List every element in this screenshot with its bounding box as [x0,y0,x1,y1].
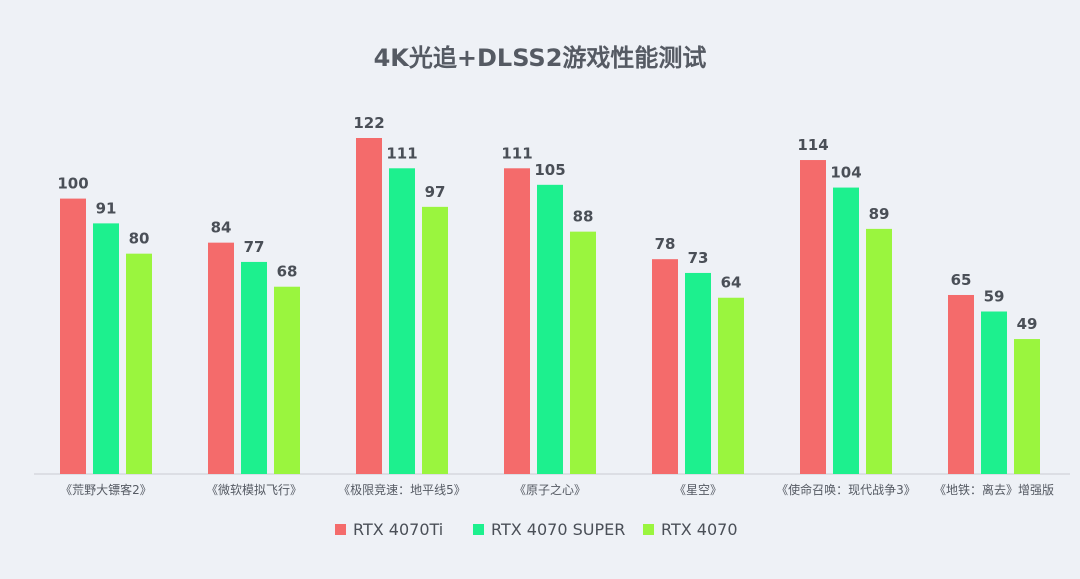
bar-4-series-1 [504,168,530,474]
bar-6-series-3 [866,228,892,474]
category-label: 《使命召唤：现代战争3》 [776,482,916,497]
category-label: 《地铁：离去》增强版 [934,482,1054,497]
bar-5-series-1 [652,259,678,474]
data-label: 59 [984,288,1005,306]
data-label: 91 [96,199,117,217]
bar-2-series-3 [274,286,300,474]
data-label: 49 [1017,315,1038,333]
legend-label: RTX 4070 [661,520,738,539]
data-label: 111 [386,144,417,162]
data-label: 104 [830,164,861,182]
category-label: 《原子之心》 [514,483,586,497]
data-label: 78 [655,235,676,253]
data-label: 105 [534,161,565,179]
legend-swatch [643,524,654,535]
data-label: 97 [425,183,446,201]
data-label: 80 [129,230,150,248]
category-label: 《荒野大镖客2》 [60,482,152,497]
bar-4-series-2 [537,184,563,474]
bar-7-series-1 [948,294,974,474]
data-label: 68 [277,263,298,281]
chart-title: 4K光追+DLSS2游戏性能测试 [374,44,707,72]
bar-3-series-1 [356,138,382,474]
legend-label: RTX 4070Ti [353,520,443,539]
bar-7-series-2 [981,311,1007,474]
data-label: 89 [869,205,890,223]
legend-label: RTX 4070 SUPER [491,520,625,539]
bar-5-series-3 [718,297,744,474]
category-label: 《极限竞速：地平线5》 [338,483,466,497]
bar-2-series-2 [241,261,267,474]
bar-5-series-2 [685,272,711,474]
bar-1-series-3 [126,253,152,474]
bar-3-series-3 [422,206,448,474]
data-label: 64 [721,274,742,292]
data-label: 114 [797,136,828,154]
bar-7-series-3 [1014,339,1040,474]
data-label: 77 [244,238,265,256]
bar-6-series-2 [833,187,859,474]
legend: RTX 4070Ti RTX 4070 SUPER RTX 4070 [335,520,738,539]
bar-1-series-2 [93,223,119,474]
data-label: 122 [353,114,384,132]
data-label: 84 [211,219,232,237]
bar-4-series-3 [570,231,596,474]
legend-swatch [473,524,484,535]
data-label: 111 [501,144,532,162]
category-label: 《星空》 [674,483,722,497]
bars-group: 1009180847768122111971111058878736411410… [57,114,1040,475]
data-label: 88 [573,208,594,226]
bar-6-series-1 [800,160,826,475]
bar-3-series-2 [389,168,415,474]
data-label: 100 [57,175,88,193]
legend-swatch [335,524,346,535]
bar-1-series-1 [60,198,86,475]
data-label: 73 [688,249,709,267]
data-label: 65 [951,271,972,289]
category-labels: 《荒野大镖客2》 《微软模拟飞行》 《极限竞速：地平线5》 《原子之心》 《星空》 《使命… [60,482,1054,497]
bar-2-series-1 [208,242,234,474]
category-label: 《微软模拟飞行》 [206,483,302,497]
